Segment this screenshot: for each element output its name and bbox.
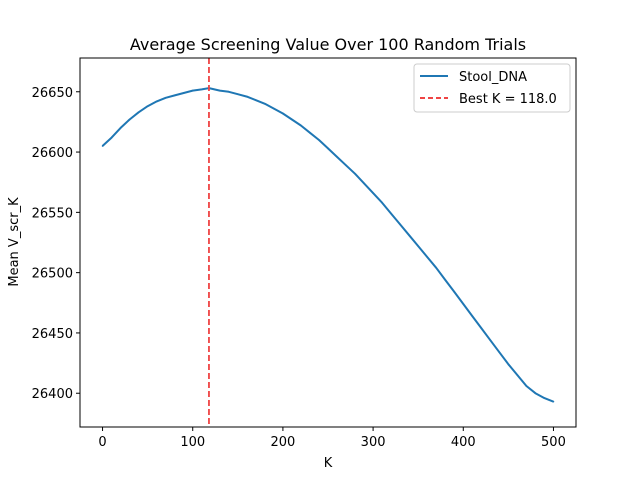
x-tick-label: 100	[180, 435, 205, 450]
plot-area	[101, 58, 555, 427]
data-point	[318, 139, 320, 141]
data-point	[444, 279, 447, 281]
data-point	[173, 94, 176, 97]
data-point	[155, 100, 158, 103]
x-axis: 0 100 200 300 400 500	[98, 427, 566, 450]
data-point	[399, 223, 401, 226]
x-tick-label: 500	[541, 435, 566, 450]
data-point	[498, 351, 501, 354]
data-point	[182, 92, 185, 94]
data-point	[372, 192, 374, 194]
data-point	[164, 96, 167, 99]
data-point	[327, 147, 329, 150]
data-point	[255, 99, 257, 102]
y-tick-label: 26450	[32, 327, 73, 342]
y-tick-label: 26400	[32, 387, 73, 402]
y-tick-label: 26600	[32, 146, 73, 161]
data-point	[462, 303, 465, 305]
legend-box	[413, 63, 571, 113]
data-point	[516, 374, 519, 376]
data-point	[417, 245, 419, 247]
legend-label-best-k: Best K = 118.0	[459, 92, 557, 107]
data-point	[408, 234, 410, 237]
data-point	[552, 400, 555, 403]
data-point	[300, 124, 302, 127]
data-point	[336, 156, 338, 158]
data-point	[363, 182, 365, 185]
data-point	[218, 89, 221, 92]
data-point	[128, 118, 131, 121]
data-point	[480, 327, 483, 329]
data-point	[146, 105, 149, 108]
chart-title: Average Screening Value Over 100 Random …	[130, 35, 526, 54]
data-point	[489, 339, 492, 341]
data-point	[507, 363, 510, 366]
data-point	[273, 107, 275, 110]
x-tick-label: 400	[451, 435, 476, 450]
data-point	[101, 145, 104, 147]
data-point	[543, 397, 546, 399]
y-tick-label: 26550	[32, 206, 73, 221]
data-point	[137, 111, 140, 114]
data-point	[282, 112, 284, 115]
data-point	[390, 212, 392, 215]
data-point	[264, 103, 266, 105]
y-axis: 26400 26450 26500 26550 26600 26650	[32, 86, 80, 402]
plot-frame	[79, 57, 577, 428]
legend: Stool_DNA Best K = 118.0	[413, 63, 571, 113]
x-tick-label: 200	[270, 435, 295, 450]
data-point	[525, 385, 528, 387]
data-point	[471, 315, 474, 317]
x-tick-label: 0	[98, 435, 106, 450]
legend-label-stool-dna: Stool_DNA	[459, 70, 527, 85]
data-point	[291, 118, 293, 121]
y-tick-label: 26500	[32, 267, 73, 282]
data-point	[228, 90, 230, 93]
data-point	[345, 164, 347, 167]
data-point	[237, 93, 239, 95]
data-point	[119, 127, 122, 129]
data-point	[453, 291, 456, 293]
data-point	[246, 95, 248, 98]
x-tick-label: 300	[361, 435, 386, 450]
data-point	[354, 172, 356, 175]
data-point	[110, 136, 113, 139]
data-point	[435, 267, 438, 269]
y-tick-label: 26650	[32, 86, 73, 101]
data-point	[309, 131, 311, 134]
y-axis-label: Mean V_scr_K	[7, 197, 22, 287]
x-axis-label: K	[324, 456, 333, 471]
data-point	[381, 201, 383, 204]
data-point	[426, 256, 429, 258]
data-point	[200, 88, 203, 91]
data-point	[534, 392, 537, 395]
data-point	[191, 89, 194, 92]
